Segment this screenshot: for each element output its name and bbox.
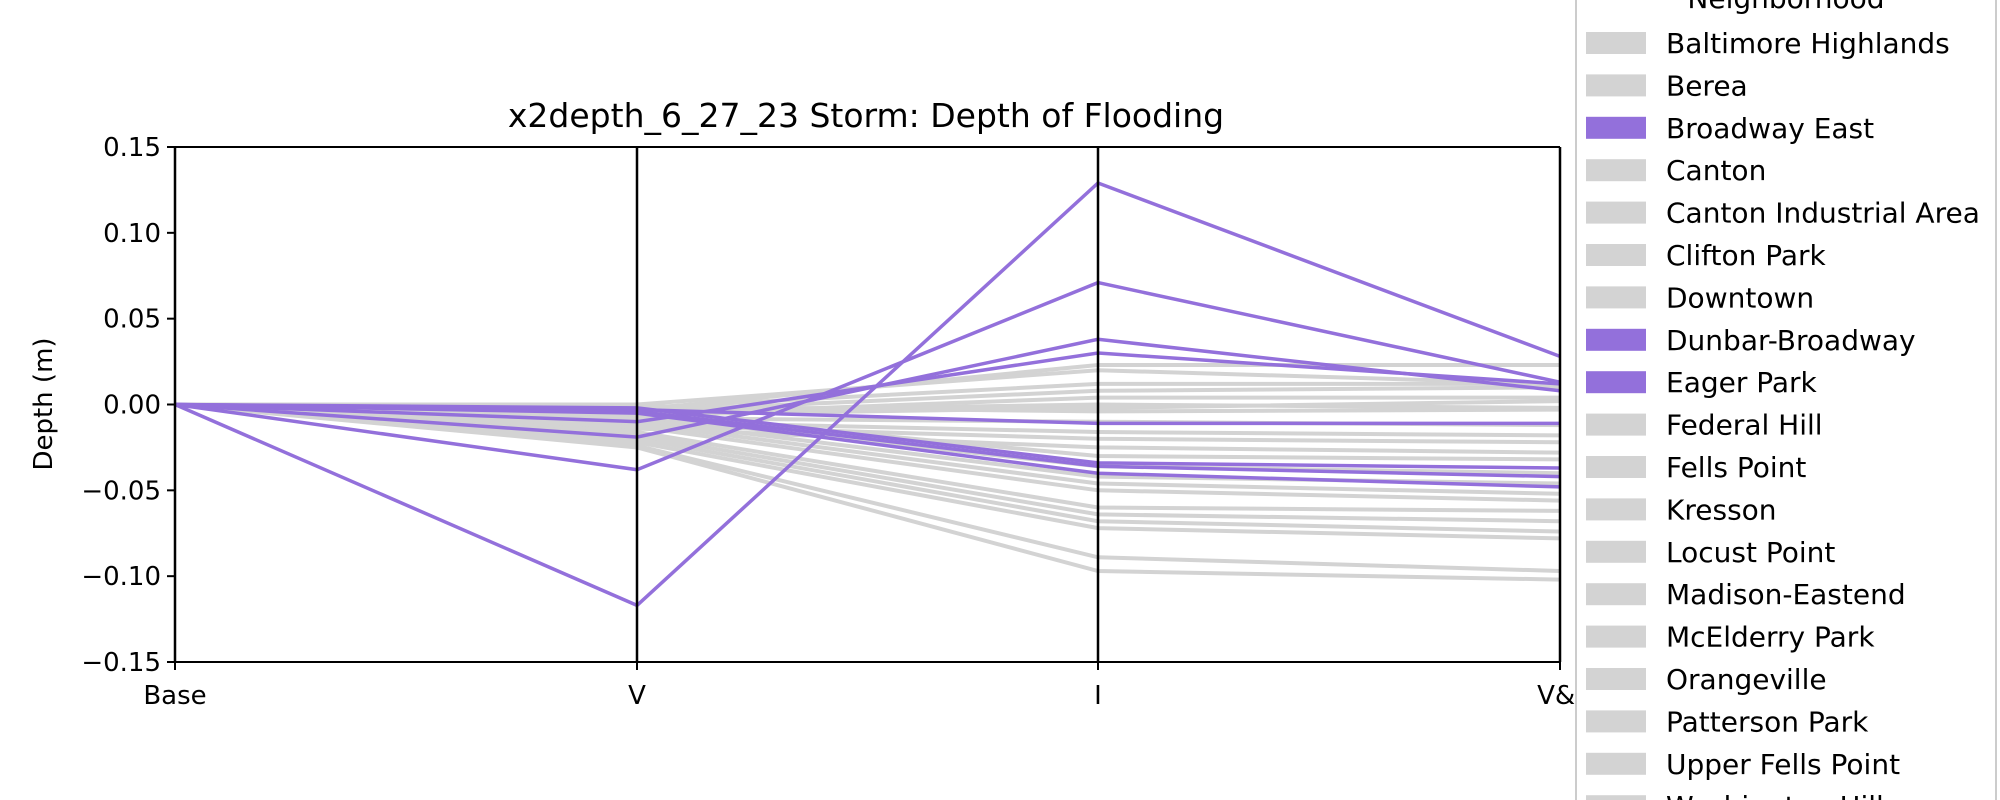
highlighted-series-lines [174,180,1561,608]
legend-entry-label: Washington Hill [1666,790,1884,800]
legend-entry-label: Federal Hill [1666,409,1823,442]
legend-entry-label: Baltimore Highlands [1666,27,1950,60]
legend-title: Neighborhood [1687,0,1884,15]
y-ticks: 0.15 0.10 0.05 0.00 −0.05 −0.10 −0.15 [81,133,175,678]
y-tick-label: −0.05 [81,476,161,506]
series-line-other [174,402,1561,503]
legend-swatch [1586,159,1646,182]
legend-swatch [1586,752,1646,775]
legend-entry-label: Broadway East [1666,112,1874,145]
y-tick-label: −0.10 [81,562,161,592]
x-ticks: Base V I V&I [143,662,1583,711]
legend-swatch [1586,201,1646,224]
legend-swatch [1586,583,1646,606]
legend-entry-label: Locust Point [1666,536,1835,569]
y-tick-label: −0.15 [81,648,161,678]
legend-swatch [1586,668,1646,690]
legend-frame [1575,0,1997,800]
series-line-other [174,402,1561,582]
legend-swatch [1586,625,1646,648]
legend-entry-label: Clifton Park [1666,239,1827,272]
legend-entry-label: McElderry Park [1666,621,1875,654]
legend-swatch [1586,328,1646,351]
legend-entry-label: Orangeville [1666,663,1827,696]
legend-entry-label: Madison-Eastend [1666,578,1906,611]
legend-entry-label: Patterson Park [1666,705,1869,738]
x-tick-label: V [628,681,646,711]
legend-entry-label: Dunbar-Broadway [1666,324,1916,357]
legend-swatch [1586,413,1646,436]
series-line-highlight [174,402,1561,489]
legend-entry-label: Downtown [1666,281,1814,314]
legend-entry-label: Canton [1666,154,1766,187]
series-line-highlight [174,351,1561,424]
y-tick-label: 0.05 [103,305,161,335]
legend-entry-label: Eager Park [1666,366,1818,399]
legend-swatch [1586,710,1646,733]
y-tick-label: 0.00 [103,391,161,421]
legend-swatch [1586,498,1646,521]
legend-swatch [1586,244,1646,266]
x-tick-label: I [1094,681,1102,711]
legend-swatch [1586,371,1646,394]
legend-swatch [1586,540,1646,563]
legend-swatch [1586,74,1646,97]
legend-swatch [1586,116,1646,139]
series-line-highlight [174,280,1561,472]
y-axis-label: Depth (m) [29,337,59,470]
legend-entry-label: Berea [1666,69,1748,102]
legend-swatch [1586,795,1646,800]
y-tick-label: 0.10 [103,219,161,249]
legend: Neighborhood Baltimore Highlands Berea Broa… [1575,0,1997,800]
legend-entry-label: Fells Point [1666,451,1806,484]
y-tick-label: 0.15 [103,133,161,163]
legend-swatch [1586,456,1646,478]
legend-swatch [1586,32,1646,54]
legend-entry-label: Kresson [1666,493,1777,526]
chart-title: x2depth_6_27_23 Storm: Depth of Flooding [508,96,1224,135]
legend-swatch [1586,286,1646,309]
x-tick-label: Base [143,681,206,711]
series-line-highlight [174,180,1561,608]
legend-entry-label: Canton Industrial Area [1666,197,1980,230]
legend-entry-label: Upper Fells Point [1666,748,1900,781]
